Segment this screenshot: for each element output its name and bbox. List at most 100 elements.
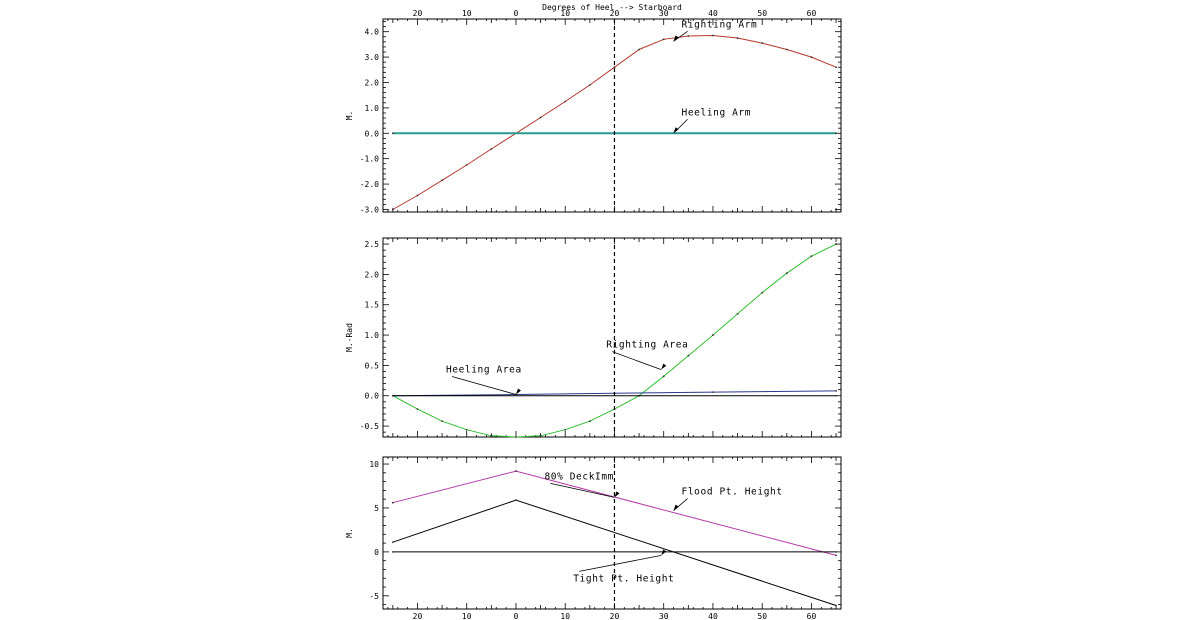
y-tick-label: 4.0 bbox=[365, 28, 380, 37]
y-tick-label: 0.5 bbox=[365, 361, 380, 370]
annotation-label: Heeling Area bbox=[446, 365, 522, 376]
top-x-axis-title: Degrees of Heel --> Starboard bbox=[542, 3, 682, 12]
x-tick-label: 10 bbox=[560, 612, 570, 620]
x-tick-label: 50 bbox=[757, 9, 767, 18]
y-tick-label: -3.0 bbox=[360, 205, 379, 214]
y-axis-label: M.-Rad bbox=[345, 323, 354, 352]
x-tick-label: 30 bbox=[659, 612, 669, 620]
annotation-arrow bbox=[550, 483, 615, 498]
annotation-label: 80% DeckImm bbox=[544, 471, 614, 482]
x-tick-label: 10 bbox=[462, 9, 472, 18]
data-point-tight-pt-height bbox=[391, 541, 394, 544]
annotation-label: Flood Pt. Height bbox=[682, 487, 783, 498]
data-point-righting-area bbox=[539, 434, 542, 437]
arrow-head bbox=[614, 491, 620, 498]
data-point-zero bbox=[391, 550, 394, 553]
data-point-righting-area bbox=[490, 434, 493, 437]
x-tick-label: 20 bbox=[610, 612, 620, 620]
arrow-head bbox=[661, 363, 667, 370]
data-point-tight-pt-height bbox=[515, 499, 517, 501]
annotation-label: Righting Area bbox=[606, 340, 688, 351]
x-tick-label: 20 bbox=[610, 9, 620, 18]
arrow-head bbox=[661, 549, 667, 556]
y-tick-label: -0.5 bbox=[360, 422, 379, 431]
data-point-righting-arm bbox=[588, 84, 591, 86]
data-point-righting-arm bbox=[835, 66, 837, 69]
data-point-righting-arm bbox=[441, 179, 443, 182]
x-tick-label: 20 bbox=[413, 612, 423, 620]
x-tick-label: 50 bbox=[757, 612, 767, 620]
annotation-arrow bbox=[579, 555, 662, 572]
y-tick-label: 10 bbox=[369, 460, 379, 469]
data-point-righting-arm bbox=[687, 35, 690, 37]
data-point-righting-arm bbox=[490, 148, 493, 150]
data-point-righting-arm bbox=[785, 48, 788, 51]
y-axis-label: M. bbox=[345, 528, 354, 538]
x-tick-label: 60 bbox=[807, 612, 817, 620]
data-point-righting-arm bbox=[761, 42, 764, 45]
arrow-head bbox=[673, 127, 679, 134]
x-tick-label: 30 bbox=[659, 9, 669, 18]
x-tick-label: 60 bbox=[807, 9, 817, 18]
x-tick-label: 0 bbox=[514, 612, 519, 620]
y-tick-label: 0 bbox=[374, 548, 379, 557]
data-point-righting-arm bbox=[810, 56, 813, 58]
y-tick-label: 2.0 bbox=[365, 78, 380, 87]
data-point-zero bbox=[835, 550, 837, 553]
x-tick-label: 40 bbox=[708, 9, 718, 18]
data-point-zero bbox=[391, 394, 394, 397]
y-tick-label: 1.0 bbox=[365, 331, 380, 340]
y-tick-label: 2.5 bbox=[365, 240, 380, 249]
plot-frame bbox=[382, 18, 842, 213]
data-point-righting-arm bbox=[391, 208, 394, 211]
annotation-label: Tight Pt. Height bbox=[573, 573, 674, 584]
data-point-righting-arm bbox=[712, 34, 714, 37]
x-tick-label: 20 bbox=[413, 9, 423, 18]
y-tick-label: 3.0 bbox=[365, 53, 380, 62]
arrow-head bbox=[673, 504, 679, 511]
data-point-righting-area bbox=[662, 375, 665, 378]
annotation-label: Righting Arm bbox=[682, 19, 758, 30]
y-tick-label: 0.0 bbox=[365, 129, 380, 138]
data-point-righting-area bbox=[712, 334, 714, 336]
annotation-label: Heeling Arm bbox=[682, 107, 752, 118]
x-tick-label: 10 bbox=[462, 612, 472, 620]
data-point-flood-pt-height bbox=[835, 554, 837, 557]
y-tick-label: 1.5 bbox=[365, 301, 380, 310]
y-tick-label: -5 bbox=[369, 592, 379, 601]
righting-arm-panel: -3.0 -2.0 -1.0 0.0 1.0 2.0 3.0 4.0 20 10 0 10 20 30 40… bbox=[345, 9, 842, 214]
data-point-heeling-arm bbox=[391, 132, 394, 135]
data-point-righting-area bbox=[588, 420, 591, 423]
y-tick-label: -1.0 bbox=[360, 155, 379, 164]
data-point-righting-arm bbox=[465, 164, 468, 166]
height-panel: -5 0 5 10 20 10 0 10 20 30 40 50 60 M. Flood Pt. Heigh… bbox=[345, 456, 842, 620]
annotation-arrow bbox=[673, 31, 688, 42]
data-point-zero bbox=[835, 394, 837, 397]
data-point-righting-area bbox=[736, 312, 739, 315]
data-point-flood-pt-height bbox=[391, 501, 394, 504]
y-tick-label: 2.0 bbox=[365, 270, 380, 279]
y-tick-label: -2.0 bbox=[360, 180, 379, 189]
data-point-righting-area bbox=[785, 272, 788, 275]
data-point-flood-pt-height bbox=[515, 470, 517, 472]
data-point-heeling-arm bbox=[835, 132, 837, 135]
plot-frame bbox=[382, 237, 842, 438]
x-tick-label: 40 bbox=[708, 612, 718, 620]
y-axis-label: M. bbox=[345, 111, 354, 121]
data-point-righting-area bbox=[687, 354, 690, 357]
annotation-arrow bbox=[612, 351, 662, 371]
data-point-righting-area bbox=[761, 291, 764, 294]
data-point-righting-arm bbox=[736, 37, 739, 39]
data-point-righting-area bbox=[564, 428, 567, 431]
data-point-righting-area bbox=[835, 243, 837, 245]
data-point-righting-arm bbox=[539, 116, 542, 119]
data-point-righting-area bbox=[416, 408, 419, 410]
x-tick-label: 0 bbox=[514, 9, 519, 18]
data-point-righting-area bbox=[515, 436, 517, 438]
y-tick-label: 1.0 bbox=[365, 104, 380, 113]
data-point-tight-pt-height bbox=[835, 604, 837, 607]
area-panel: -0.5 0.0 0.5 1.0 1.5 2.0 2.5 M.-Rad Righting Are… bbox=[345, 237, 842, 438]
data-point-righting-arm bbox=[613, 66, 616, 69]
data-point-heeling-area bbox=[835, 389, 837, 392]
